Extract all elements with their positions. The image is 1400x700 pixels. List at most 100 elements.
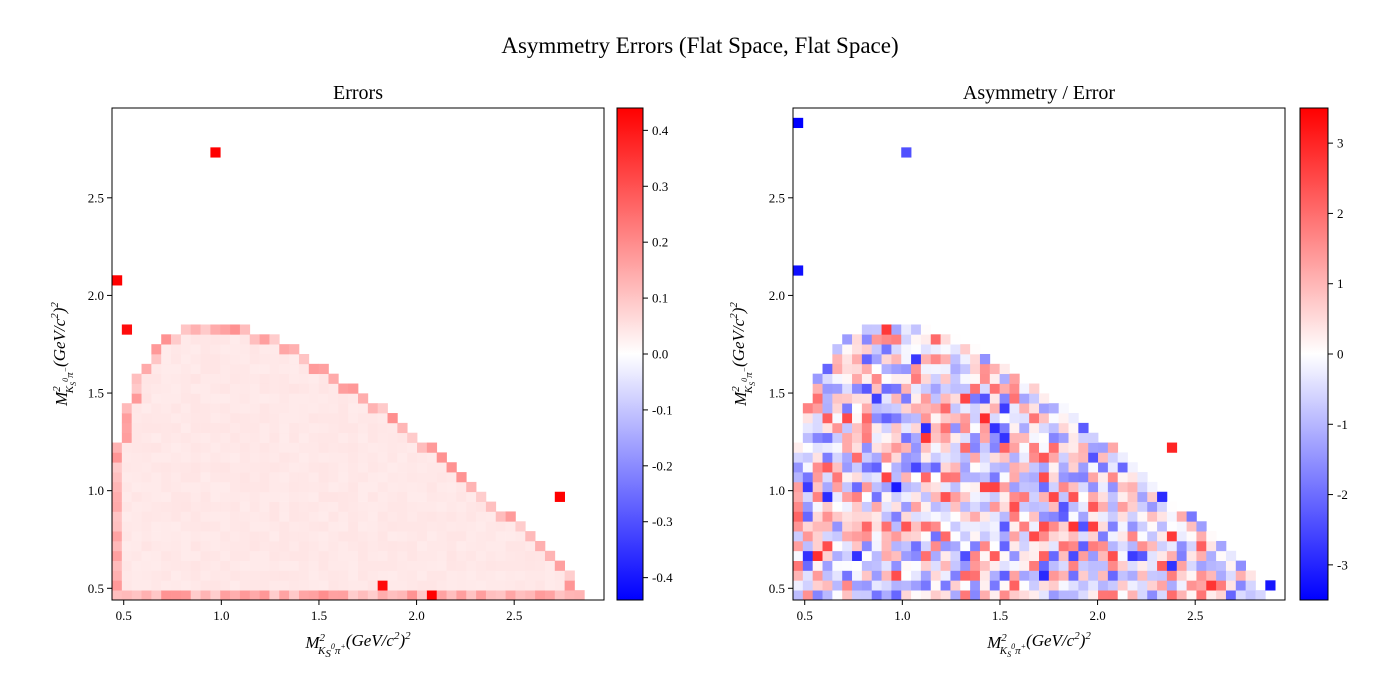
significance-cell <box>1157 540 1168 552</box>
significance-cell <box>1127 580 1138 591</box>
significance-cell <box>920 560 932 571</box>
significance-cell <box>1009 550 1020 561</box>
errors-cell <box>426 442 438 453</box>
significance-cell <box>832 560 843 571</box>
significance-cell <box>1039 462 1050 473</box>
significance-cell <box>1009 373 1020 384</box>
significance-cell <box>920 373 932 384</box>
errors-cell <box>239 521 251 532</box>
errors-cell <box>515 590 526 601</box>
errors-cell <box>505 560 516 571</box>
significance-cell <box>1176 590 1187 601</box>
errors-cell <box>348 570 359 581</box>
significance-cell <box>822 580 833 591</box>
significance-cell <box>1029 393 1040 404</box>
errors-cell <box>220 403 231 414</box>
significance-cell <box>911 432 922 443</box>
significance-cell <box>871 580 882 591</box>
errors-cell <box>210 344 221 355</box>
significance-cell <box>822 413 833 424</box>
errors-cell <box>397 472 408 483</box>
significance-cell <box>999 432 1010 443</box>
errors-cell <box>476 491 487 502</box>
significance-cell <box>1098 560 1109 571</box>
significance-cell <box>1039 422 1050 434</box>
errors-cell <box>190 540 201 552</box>
significance-cell <box>1058 452 1069 463</box>
significance-colorbar-tick-label: -1 <box>1337 417 1348 432</box>
errors-cell <box>348 462 359 473</box>
errors-cell <box>210 521 221 532</box>
errors-cell <box>318 432 329 443</box>
significance-cell <box>1206 580 1217 591</box>
errors-cell <box>190 560 201 571</box>
significance-cell <box>802 511 814 522</box>
significance-cell <box>999 580 1010 591</box>
significance-cell <box>1255 590 1266 601</box>
significance-cell <box>989 540 1000 552</box>
errors-cell <box>436 501 447 512</box>
significance-cell <box>852 481 863 493</box>
significance-cell <box>1039 580 1050 591</box>
significance-cell <box>1029 383 1040 394</box>
errors-cell <box>190 334 201 345</box>
significance-cell <box>920 481 932 493</box>
significance-cell <box>979 580 991 591</box>
significance-cell <box>911 383 922 394</box>
errors-cell <box>446 570 457 581</box>
errors-cell <box>161 560 172 571</box>
errors-cell <box>426 462 438 473</box>
significance-cell <box>1137 521 1148 532</box>
errors-cell <box>269 531 280 542</box>
errors-cell <box>161 550 172 561</box>
significance-cell <box>1088 511 1099 522</box>
errors-cell <box>220 442 231 453</box>
errors-cell <box>259 580 270 591</box>
significance-cell <box>861 570 873 581</box>
errors-cell <box>210 570 221 581</box>
errors-cell <box>436 550 447 561</box>
significance-cell <box>891 442 902 453</box>
significance-cell <box>1137 472 1148 483</box>
significance-cell <box>832 521 843 532</box>
significance-cell <box>832 422 843 434</box>
errors-cell <box>289 521 300 532</box>
errors-cell <box>387 422 398 434</box>
errors-cell <box>190 501 201 512</box>
significance-cell <box>871 413 882 424</box>
significance-cell <box>1009 531 1020 542</box>
significance-cell <box>979 501 991 512</box>
errors-cell <box>367 531 379 542</box>
errors-cell <box>407 462 418 473</box>
errors-cell <box>446 501 457 512</box>
significance-cell <box>852 432 863 443</box>
errors-cell <box>308 432 319 443</box>
errors-cell <box>495 521 506 532</box>
errors-cell <box>171 570 182 581</box>
errors-cell <box>525 570 536 581</box>
significance-cell <box>1078 580 1089 591</box>
errors-cell <box>367 511 379 522</box>
errors-cell <box>230 393 241 404</box>
errors-cell <box>259 442 270 453</box>
errors-cell <box>171 363 182 375</box>
significance-cell <box>1019 560 1030 571</box>
significance-cell <box>832 540 843 552</box>
errors-cell <box>338 462 349 473</box>
significance-cell <box>901 452 912 463</box>
errors-cell <box>200 481 211 493</box>
significance-cell <box>812 521 823 532</box>
significance-cell <box>832 472 843 483</box>
significance-cell <box>832 570 843 581</box>
errors-cell <box>358 481 369 493</box>
errors-colorbar-tick-label: 0.4 <box>652 123 669 138</box>
errors-cell <box>171 373 182 384</box>
errors-cell <box>141 413 152 424</box>
errors-cell <box>131 452 142 463</box>
errors-cell <box>407 511 418 522</box>
errors-cell <box>436 580 447 591</box>
significance-cell <box>1127 481 1138 493</box>
significance-cell <box>911 540 922 552</box>
significance-cell <box>979 550 991 561</box>
significance-cell <box>871 462 882 473</box>
